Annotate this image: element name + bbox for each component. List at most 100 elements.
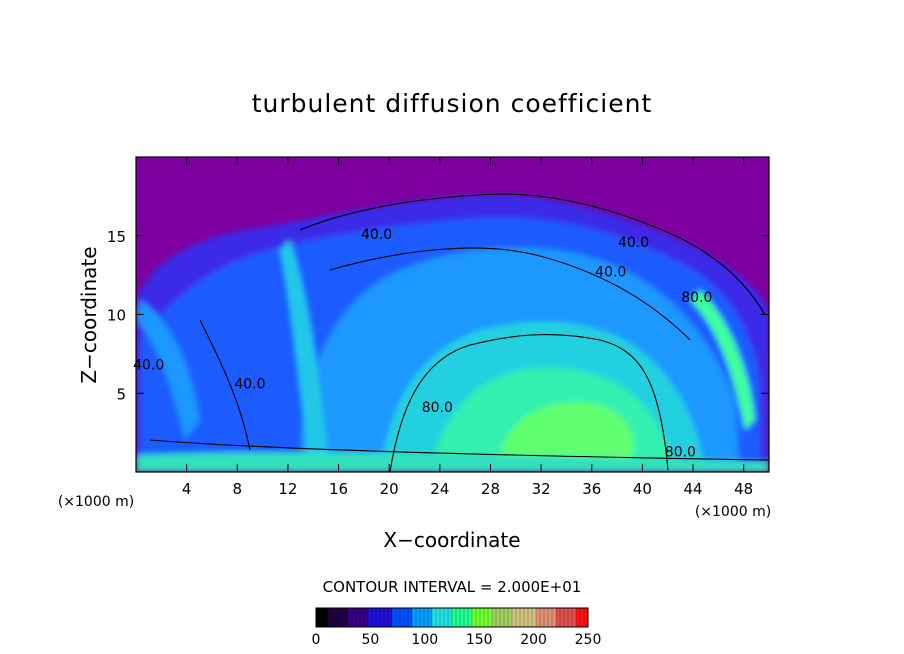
contour-labels: 40.0 40.0 40.0 80.0 40.0 40.0 80.0 80.0: [133, 227, 712, 460]
colorbar-stripe: [452, 608, 457, 627]
colorbar-stripe: [392, 608, 397, 627]
field-column: [280, 240, 330, 472]
contour-line-1: [299, 193, 766, 316]
colorbar-stripe: [464, 608, 469, 627]
colorbar-stripe: [432, 608, 437, 627]
colorbar-stripe: [584, 608, 589, 627]
x-axis-label: X−coordinate: [383, 528, 520, 552]
colorbar-stripe: [400, 608, 405, 627]
colorbar-stripe: [472, 608, 477, 627]
colorbar-tick-label: 250: [575, 632, 602, 648]
colorbar-stripe: [504, 608, 509, 627]
x-tick-label: 44: [683, 480, 702, 498]
colorbar-stripe: [520, 608, 525, 627]
colorbar-stripe: [328, 608, 333, 627]
colorbar-stripe: [436, 608, 441, 627]
colorbar-stripe: [372, 608, 377, 627]
colorbar-stripe: [532, 608, 537, 627]
contour-label: 80.0: [422, 400, 453, 416]
x-unit-right: (×1000 m): [695, 504, 771, 520]
colorbar-stripe: [364, 608, 369, 627]
colorbar-stripe: [512, 608, 517, 627]
colorbar-stripe: [336, 608, 341, 627]
colorbar-stripe: [552, 608, 557, 627]
x-tick-label: 48: [734, 480, 753, 498]
colorbar-stripe: [324, 608, 329, 627]
colorbar-stripe: [548, 608, 553, 627]
colorbar-stripe: [572, 608, 577, 627]
contour-line-5: [199, 319, 251, 451]
colorbar-stripe: [564, 608, 569, 627]
colorbar-stripe: [412, 608, 417, 627]
colorbar: [315, 608, 589, 627]
contour-label: 40.0: [133, 358, 164, 374]
colorbar-stripe: [340, 608, 345, 627]
colorbar-tick-label: 200: [520, 632, 547, 648]
colorbar-stripe: [540, 608, 545, 627]
y-ticks: 5 10 15: [107, 228, 769, 403]
x-tick-label: 32: [532, 480, 551, 498]
colorbar-stripe: [368, 608, 373, 627]
colorbar-tick-label: 0: [312, 632, 321, 648]
field-core: [500, 402, 634, 467]
colorbar-stripe: [424, 608, 429, 627]
x-ticks: 4 8 12 16 20 24 28 32 36 40 44 48: [182, 157, 753, 498]
y-tick-label: 5: [116, 385, 126, 403]
colorbar-stripe: [536, 608, 541, 627]
diffusion-field: [136, 157, 769, 472]
colorbar-stripe: [388, 608, 393, 627]
colorbar-stripe: [444, 608, 449, 627]
chart-title: turbulent diffusion coefficient: [252, 89, 653, 118]
colorbar-stripe: [492, 608, 497, 627]
colorbar-stripe: [568, 608, 573, 627]
colorbar-stripe: [320, 608, 325, 627]
x-tick-label: 40: [633, 480, 652, 498]
colorbar-tick-label: 150: [466, 632, 493, 648]
colorbar-stripe: [408, 608, 413, 627]
colorbar-stripe: [376, 608, 381, 627]
colorbar-stripe: [344, 608, 349, 627]
colorbar-tick-label: 100: [411, 632, 438, 648]
x-tick-label: 28: [481, 480, 500, 498]
y-axis-label: Z−coordinate: [77, 246, 101, 383]
colorbar-stripe: [480, 608, 485, 627]
colorbar-tick-label: 50: [361, 632, 379, 648]
colorbar-stripe: [508, 608, 513, 627]
x-tick-label: 20: [380, 480, 399, 498]
colorbar-stripe: [332, 608, 337, 627]
colorbar-stripe: [544, 608, 549, 627]
colorbar-stripe: [484, 608, 489, 627]
y-tick-label: 10: [107, 307, 126, 325]
contour-label: 40.0: [361, 227, 392, 243]
x-tick-label: 4: [182, 480, 192, 498]
colorbar-stripe: [580, 608, 585, 627]
colorbar-stripe: [448, 608, 453, 627]
field-streak-left: [136, 300, 200, 440]
field-surface-layer: [136, 452, 769, 472]
contour-line-4: [149, 439, 769, 461]
colorbar-stripe: [500, 608, 505, 627]
colorbar-stripe: [556, 608, 561, 627]
contour-label: 80.0: [681, 290, 712, 306]
x-tick-label: 36: [582, 480, 601, 498]
colorbar-stripe: [356, 608, 361, 627]
colorbar-stripe: [428, 608, 433, 627]
colorbar-stripe: [384, 608, 389, 627]
colorbar-stripe: [396, 608, 401, 627]
colorbar-stripe: [380, 608, 385, 627]
x-tick-label: 8: [233, 480, 243, 498]
colorbar-stripe: [560, 608, 565, 627]
colorbar-stripe: [416, 608, 421, 627]
colorbar-stripe: [524, 608, 529, 627]
field-streak-right: [690, 290, 755, 430]
contour-label: 40.0: [618, 235, 649, 251]
colorbar-stripe: [440, 608, 445, 627]
colorbar-stripe: [468, 608, 473, 627]
x-unit-left: (×1000 m): [58, 494, 134, 510]
colorbar-stripe: [404, 608, 409, 627]
y-tick-label: 15: [107, 228, 126, 246]
colorbar-frame: [315, 607, 589, 628]
colorbar-stripe: [352, 608, 357, 627]
contour-label: 80.0: [665, 444, 696, 460]
